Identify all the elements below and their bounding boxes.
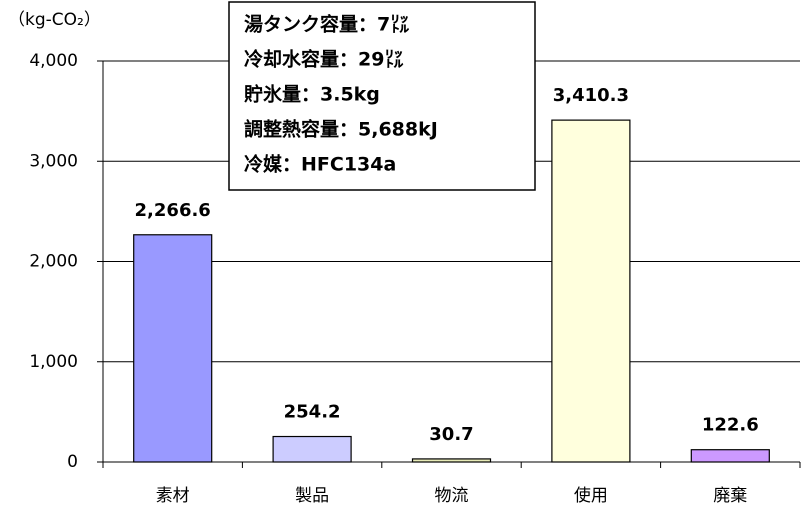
bar (133, 234, 213, 463)
annotation-line: 冷却水容量：29㍑ (244, 48, 403, 71)
bar (551, 119, 631, 463)
data-label: 2,266.6 (135, 200, 211, 221)
annotation-line: 冷媒：HFC134a (244, 153, 396, 176)
data-label: 30.7 (429, 424, 473, 445)
x-tick-label: 製品 (295, 486, 329, 506)
bar (690, 449, 770, 463)
y-axis-unit: （kg-CO₂） (8, 10, 101, 30)
y-tick-label: 2,000 (29, 252, 78, 272)
annotation-line: 貯氷量：3.5kg (244, 83, 380, 106)
y-tick-label: 1,000 (29, 352, 78, 372)
x-tick-label: 物流 (435, 486, 469, 506)
annotation-line: 湯タンク容量：7㍑ (244, 13, 409, 36)
x-tick-label: 素材 (156, 486, 190, 506)
annotation-line: 調整熱容量：5,688kJ (244, 118, 438, 141)
x-tick-label: 使用 (574, 485, 608, 506)
annotation-box (228, 1, 536, 191)
y-tick-label: 3,000 (29, 151, 78, 171)
bar (411, 458, 492, 463)
y-tick-label: 4,000 (29, 51, 78, 71)
data-label: 122.6 (702, 415, 759, 436)
bar (272, 435, 352, 463)
y-tick-label: 0 (67, 452, 78, 472)
data-label: 254.2 (284, 402, 341, 423)
data-label: 3,410.3 (553, 85, 629, 106)
x-tick-label: 廃棄 (713, 486, 747, 506)
